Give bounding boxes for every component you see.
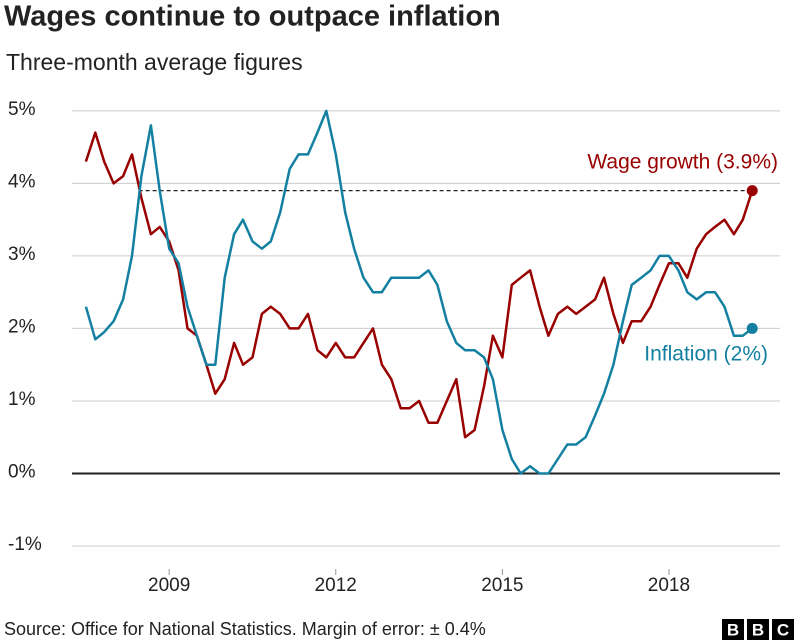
logo-block xyxy=(722,619,744,640)
logo-block xyxy=(747,619,769,640)
logo-letter: B xyxy=(752,620,764,639)
x-tick-label: 2012 xyxy=(315,575,357,596)
x-tick-label: 2009 xyxy=(148,575,190,596)
y-tick-label: -1% xyxy=(8,534,42,555)
chart-subtitle: Three-month average figures xyxy=(6,49,303,75)
y-tick-label: 1% xyxy=(8,389,36,410)
y-tick-label: 2% xyxy=(8,316,36,337)
end-dot xyxy=(746,322,758,334)
chart-title: Wages continue to outpace inflation xyxy=(4,1,501,33)
logo-letter: C xyxy=(777,620,789,639)
y-tick-label: 5% xyxy=(8,99,36,120)
x-tick-label: 2018 xyxy=(648,575,690,596)
series-label: Inflation (2%) xyxy=(644,343,768,366)
series-label: Wage growth (3.9%) xyxy=(587,151,778,174)
series-line xyxy=(84,131,754,439)
series-line xyxy=(84,109,753,475)
y-tick-label: 3% xyxy=(8,244,36,265)
end-dot xyxy=(746,185,758,197)
y-tick-label: 4% xyxy=(8,171,36,192)
logo-letter: B xyxy=(727,620,739,639)
y-tick-label: 0% xyxy=(8,461,36,482)
x-tick-label: 2015 xyxy=(481,575,523,596)
logo-block xyxy=(772,619,794,640)
source: Source: Office for National Statistics. … xyxy=(4,619,486,639)
